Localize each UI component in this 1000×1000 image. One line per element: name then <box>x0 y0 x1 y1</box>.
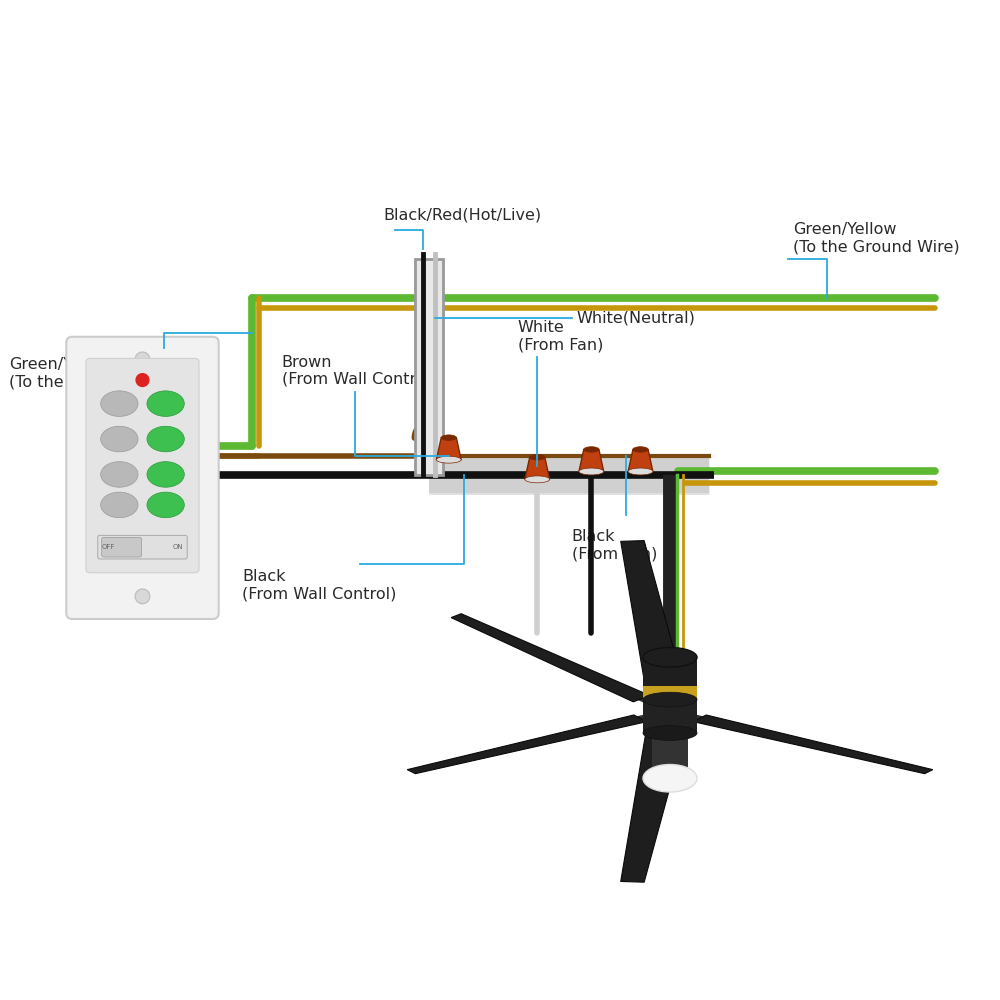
FancyBboxPatch shape <box>86 358 199 573</box>
Circle shape <box>135 589 150 604</box>
Text: Green/Yellow
(To the Ground Wire): Green/Yellow (To the Ground Wire) <box>793 222 960 254</box>
Polygon shape <box>525 457 550 479</box>
Polygon shape <box>628 449 653 471</box>
Ellipse shape <box>436 456 461 463</box>
Ellipse shape <box>441 435 456 440</box>
Ellipse shape <box>147 391 184 416</box>
Text: Brown
(From Wall Control): Brown (From Wall Control) <box>282 355 436 387</box>
Polygon shape <box>621 736 684 882</box>
FancyBboxPatch shape <box>66 337 219 619</box>
Circle shape <box>135 352 150 367</box>
Ellipse shape <box>147 492 184 518</box>
Ellipse shape <box>643 647 697 667</box>
FancyBboxPatch shape <box>415 259 443 475</box>
Polygon shape <box>407 715 647 774</box>
FancyBboxPatch shape <box>643 698 697 733</box>
Polygon shape <box>579 449 604 471</box>
FancyBboxPatch shape <box>643 655 697 690</box>
Ellipse shape <box>525 476 550 483</box>
Ellipse shape <box>584 447 599 452</box>
Text: White(Neutral): White(Neutral) <box>577 311 695 326</box>
Text: OFF: OFF <box>102 544 115 550</box>
Text: Black
(From Wall Control): Black (From Wall Control) <box>242 569 397 601</box>
Polygon shape <box>451 614 650 702</box>
Ellipse shape <box>101 391 138 416</box>
Ellipse shape <box>643 726 697 740</box>
Text: Black
(From Fan): Black (From Fan) <box>572 529 657 562</box>
Ellipse shape <box>579 468 604 475</box>
Ellipse shape <box>147 426 184 452</box>
Circle shape <box>136 374 149 386</box>
Ellipse shape <box>147 462 184 487</box>
Ellipse shape <box>628 468 653 475</box>
Polygon shape <box>621 541 684 687</box>
Polygon shape <box>436 438 461 460</box>
Text: White
(From Fan): White (From Fan) <box>518 320 603 353</box>
FancyBboxPatch shape <box>652 731 688 772</box>
FancyBboxPatch shape <box>102 537 142 557</box>
Polygon shape <box>693 715 933 774</box>
Ellipse shape <box>633 447 648 452</box>
FancyBboxPatch shape <box>643 686 697 700</box>
Text: ON: ON <box>173 544 183 550</box>
Ellipse shape <box>643 764 697 792</box>
Ellipse shape <box>101 462 138 487</box>
Text: Black/Red(Hot/Live): Black/Red(Hot/Live) <box>383 208 541 223</box>
Ellipse shape <box>643 692 697 707</box>
Text: Green/Yellow
(To the Ground Wire): Green/Yellow (To the Ground Wire) <box>9 357 176 390</box>
Ellipse shape <box>530 455 545 460</box>
Ellipse shape <box>101 426 138 452</box>
FancyBboxPatch shape <box>98 535 187 559</box>
Ellipse shape <box>101 492 138 518</box>
